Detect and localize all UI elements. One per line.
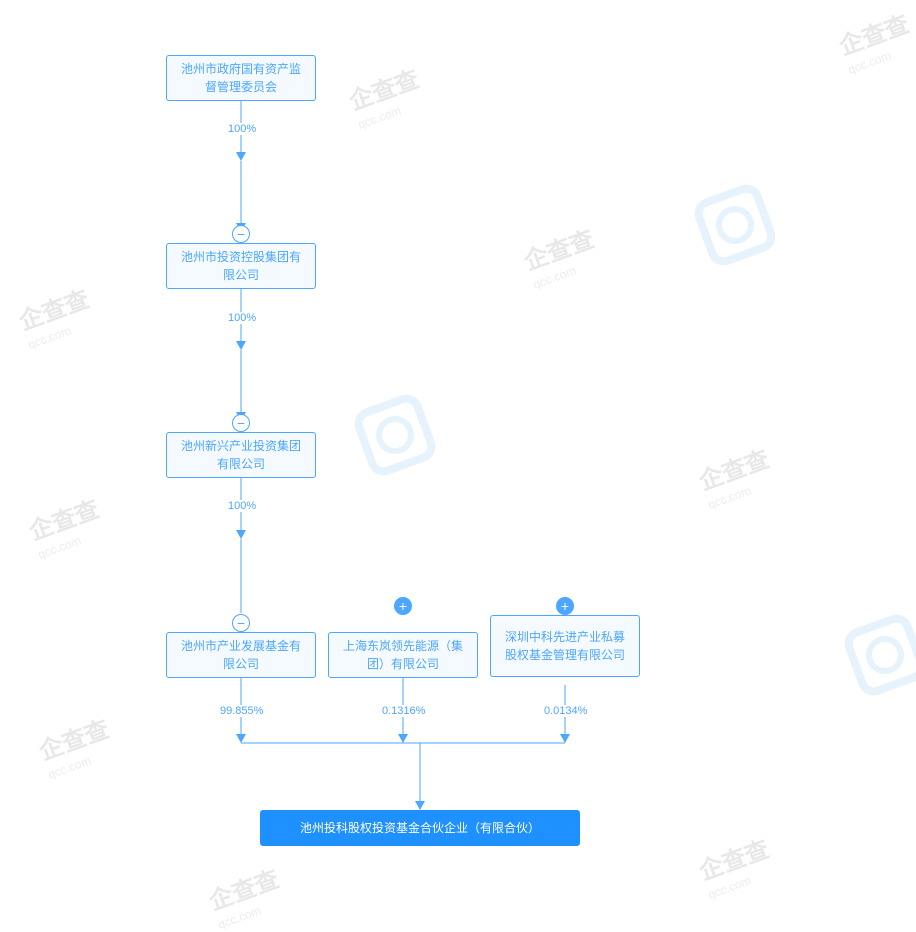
node-label: 池州市投资控股集团有限公司 <box>177 248 305 284</box>
node-chizhou-investment-holdings[interactable]: 池州市投资控股集团有限公司 <box>166 243 316 289</box>
node-chizhou-emerging-industry[interactable]: 池州新兴产业投资集团有限公司 <box>166 432 316 478</box>
ownership-percent-label: 0.0134% <box>542 705 589 717</box>
node-label: 池州市政府国有资产监督管理委员会 <box>177 60 305 96</box>
expand-icon[interactable]: + <box>394 597 412 615</box>
ownership-percent-label: 100% <box>226 312 258 324</box>
ownership-percent-label: 100% <box>226 123 258 135</box>
ownership-diagram: 池州市政府国有资产监督管理委员会 − 池州市投资控股集团有限公司 − 池州新兴产… <box>0 0 916 904</box>
expand-icon[interactable]: + <box>556 597 574 615</box>
collapse-icon[interactable]: − <box>232 614 250 632</box>
node-shanghai-donglan[interactable]: 上海东岚领先能源（集团）有限公司 <box>328 632 478 678</box>
ownership-percent-label: 99.855% <box>218 705 265 717</box>
node-label: 上海东岚领先能源（集团）有限公司 <box>339 637 467 673</box>
ownership-percent-label: 100% <box>226 500 258 512</box>
node-label: 池州新兴产业投资集团有限公司 <box>177 437 305 473</box>
node-chizhou-industry-fund[interactable]: 池州市产业发展基金有限公司 <box>166 632 316 678</box>
node-label: 池州市产业发展基金有限公司 <box>177 637 305 673</box>
collapse-icon[interactable]: − <box>232 225 250 243</box>
node-chizhou-sasac[interactable]: 池州市政府国有资产监督管理委员会 <box>166 55 316 101</box>
node-target-company[interactable]: 池州投科股权投资基金合伙企业（有限合伙） <box>260 810 580 846</box>
collapse-icon[interactable]: − <box>232 414 250 432</box>
node-label: 深圳中科先进产业私募股权基金管理有限公司 <box>501 628 629 664</box>
connector-lines <box>0 0 916 904</box>
node-shenzhen-zhongke[interactable]: 深圳中科先进产业私募股权基金管理有限公司 <box>490 615 640 677</box>
node-label: 池州投科股权投资基金合伙企业（有限合伙） <box>300 819 540 837</box>
ownership-percent-label: 0.1316% <box>380 705 427 717</box>
